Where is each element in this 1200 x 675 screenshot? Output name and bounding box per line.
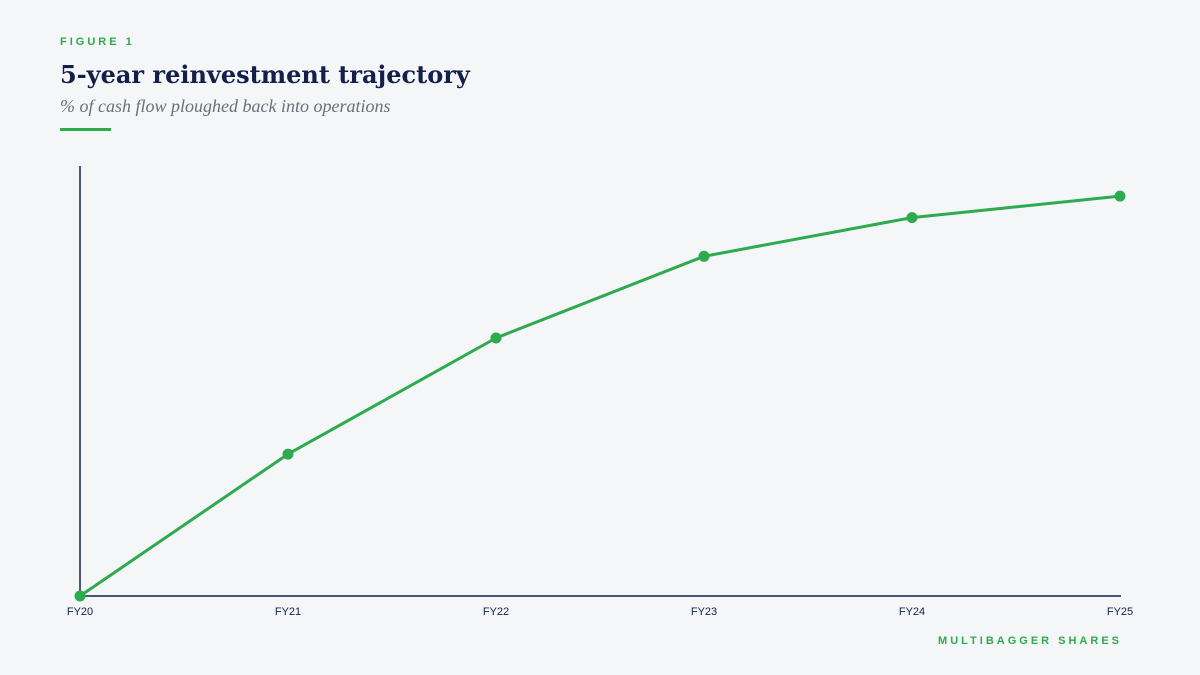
source-label: MULTIBAGGER SHARES bbox=[938, 635, 1122, 647]
data-line bbox=[79, 194, 1121, 598]
data-point bbox=[1114, 190, 1126, 202]
data-point bbox=[490, 332, 502, 344]
x-tick-label: FY20 bbox=[67, 606, 93, 618]
x-tick-label: FY21 bbox=[275, 606, 301, 618]
figure-label: FIGURE 1 bbox=[60, 36, 135, 48]
data-point bbox=[698, 250, 710, 262]
data-point bbox=[906, 212, 918, 224]
accent-bar bbox=[60, 128, 111, 131]
chart-subtitle: % of cash flow ploughed back into operat… bbox=[60, 96, 390, 116]
x-tick-label: FY25 bbox=[1107, 606, 1133, 618]
x-tick-label: FY23 bbox=[691, 606, 717, 618]
data-point bbox=[282, 448, 294, 460]
data-point bbox=[74, 590, 86, 602]
x-tick-label: FY24 bbox=[899, 606, 925, 618]
x-tick-label: FY22 bbox=[483, 606, 509, 618]
chart-title: 5-year reinvestment trajectory bbox=[60, 60, 471, 89]
